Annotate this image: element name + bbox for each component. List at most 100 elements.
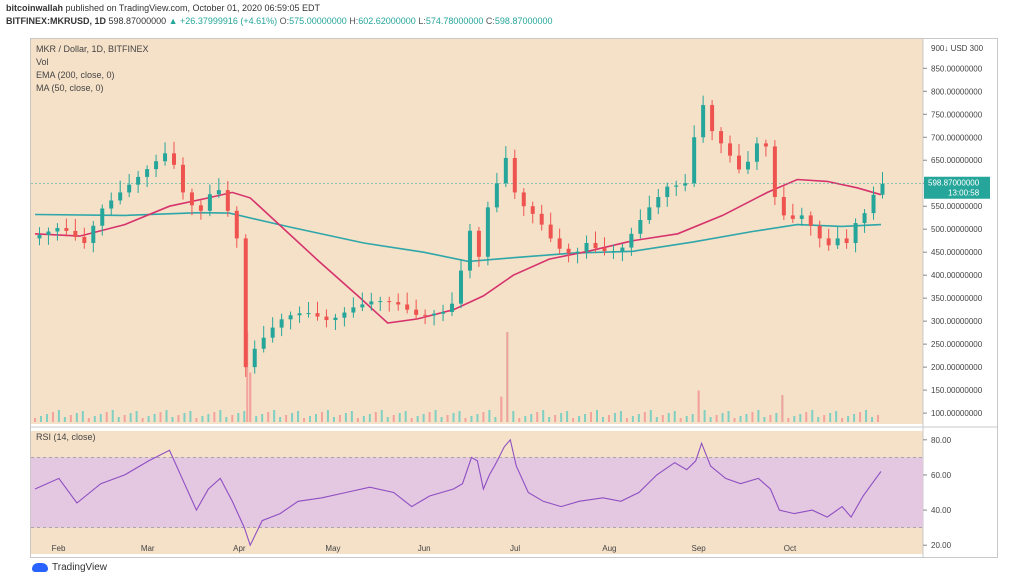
volume-bar xyxy=(374,412,377,422)
volume-bar xyxy=(739,416,742,422)
volume-bar xyxy=(225,417,228,422)
ohlc-line: BITFINEX:MKRUSD, 1D 598.87000000 ▲ +26.3… xyxy=(6,16,552,26)
volume-bar xyxy=(123,415,126,422)
candle-body xyxy=(647,207,652,221)
volume-bar xyxy=(679,418,682,422)
candle-body xyxy=(763,143,768,147)
close-label: C: xyxy=(485,16,495,26)
volume-bar xyxy=(817,417,820,422)
volume-bar xyxy=(231,415,234,422)
volume-bar xyxy=(75,413,78,422)
volume-bar xyxy=(584,414,587,422)
x-tick-label: Apr xyxy=(233,544,246,553)
candle-body xyxy=(423,314,428,316)
volume-bar xyxy=(303,418,306,422)
volume-bar xyxy=(524,416,527,422)
volume-bar xyxy=(141,418,144,422)
volume-bar xyxy=(63,417,66,422)
candle-body xyxy=(270,327,275,338)
rsi-line xyxy=(34,438,882,547)
candle-body xyxy=(136,176,141,185)
candle-body xyxy=(485,207,490,257)
volume-bar xyxy=(93,416,96,422)
candle-body xyxy=(745,161,750,170)
candle-body xyxy=(378,301,383,303)
volume-bar xyxy=(793,416,796,422)
candle-body xyxy=(288,315,293,320)
price-tick-label: 400.00000000 xyxy=(931,271,983,280)
candle-body xyxy=(458,270,463,304)
tradingview-logo[interactable]: TradingView xyxy=(32,562,107,573)
volume-bar xyxy=(410,418,413,422)
candle-body xyxy=(808,215,813,226)
price-tick-label: 350.00000000 xyxy=(931,294,983,303)
candle-body xyxy=(530,206,535,214)
candle-body xyxy=(297,313,302,316)
candle-body xyxy=(503,157,508,184)
volume-bar xyxy=(554,415,557,422)
rsi-tick-label: 20.00 xyxy=(931,541,952,550)
candle-body xyxy=(521,192,526,207)
candle-body xyxy=(82,236,87,243)
candle-body xyxy=(844,238,849,243)
candle-body xyxy=(737,155,742,170)
price-tick-label: 650.00000000 xyxy=(931,156,983,165)
candle-body xyxy=(127,184,132,193)
candle-body xyxy=(109,200,114,209)
volume-bar xyxy=(667,413,670,422)
volume-bar xyxy=(273,410,276,422)
x-tick-label: May xyxy=(325,544,340,553)
last-price: 598.87000000 xyxy=(108,16,167,26)
volume-bar xyxy=(291,413,294,422)
candle-body xyxy=(432,313,437,316)
rsi-band xyxy=(31,457,923,528)
volume-bar xyxy=(548,417,551,422)
price-tick-label: 250.00000000 xyxy=(931,340,983,349)
candle-body xyxy=(46,231,51,235)
candle-body xyxy=(441,311,446,314)
chart-frame[interactable]: 850.00000000 800.00000000 750.00000000 700.… xyxy=(30,38,998,558)
time-tag-label: 13:00:58 xyxy=(948,189,980,198)
candle-body xyxy=(575,251,580,254)
legend-ema[interactable]: EMA (200, close, 0) xyxy=(36,70,115,80)
ema200-line xyxy=(34,211,882,263)
candle-body xyxy=(189,192,194,206)
candle-body xyxy=(476,230,481,257)
candle-body xyxy=(754,143,759,162)
candle-body xyxy=(566,248,571,254)
candle-body xyxy=(584,242,589,252)
candle-body xyxy=(539,213,544,225)
open-label: O: xyxy=(279,16,290,26)
low-label: L: xyxy=(418,16,426,26)
chart-svg[interactable]: 850.00000000 800.00000000 750.00000000 700.… xyxy=(31,39,997,557)
candle-body xyxy=(73,230,78,237)
candle-body xyxy=(279,319,284,328)
volume-bar xyxy=(177,415,180,422)
volume-bar xyxy=(733,418,736,422)
volume-bar xyxy=(865,410,868,422)
price-tag-label: 598.87000000 xyxy=(928,179,980,188)
volume-bar xyxy=(422,414,425,422)
x-tick-label: Sep xyxy=(691,544,706,553)
legend-pair[interactable]: MKR / Dollar, 1D, BITFINEX xyxy=(36,44,149,54)
volume-bar xyxy=(859,412,862,422)
volume-bar xyxy=(315,414,318,422)
candle-body xyxy=(243,238,248,368)
volume-bar xyxy=(625,418,628,422)
volume-bar xyxy=(572,418,575,422)
publisher-name[interactable]: bitcoinwallah xyxy=(6,3,64,13)
rsi-label[interactable]: RSI (14, close) xyxy=(36,432,96,442)
volume-bar xyxy=(195,418,198,422)
candle-body xyxy=(64,228,69,231)
volume-bar xyxy=(500,396,503,422)
candle-body xyxy=(216,190,221,195)
candle-body xyxy=(172,153,177,165)
legend-ma[interactable]: MA (50, close, 0) xyxy=(36,83,104,93)
legend-vol[interactable]: Vol xyxy=(36,57,49,67)
candle-body xyxy=(145,169,150,177)
rsi-tick-label: 80.00 xyxy=(931,436,952,445)
volume-bar xyxy=(34,418,36,422)
chart-legend: MKR / Dollar, 1D, BITFINEX Vol EMA (200,… xyxy=(36,43,149,95)
volume-bar xyxy=(578,416,581,422)
price-tick-label: 100.00000000 xyxy=(931,409,983,418)
